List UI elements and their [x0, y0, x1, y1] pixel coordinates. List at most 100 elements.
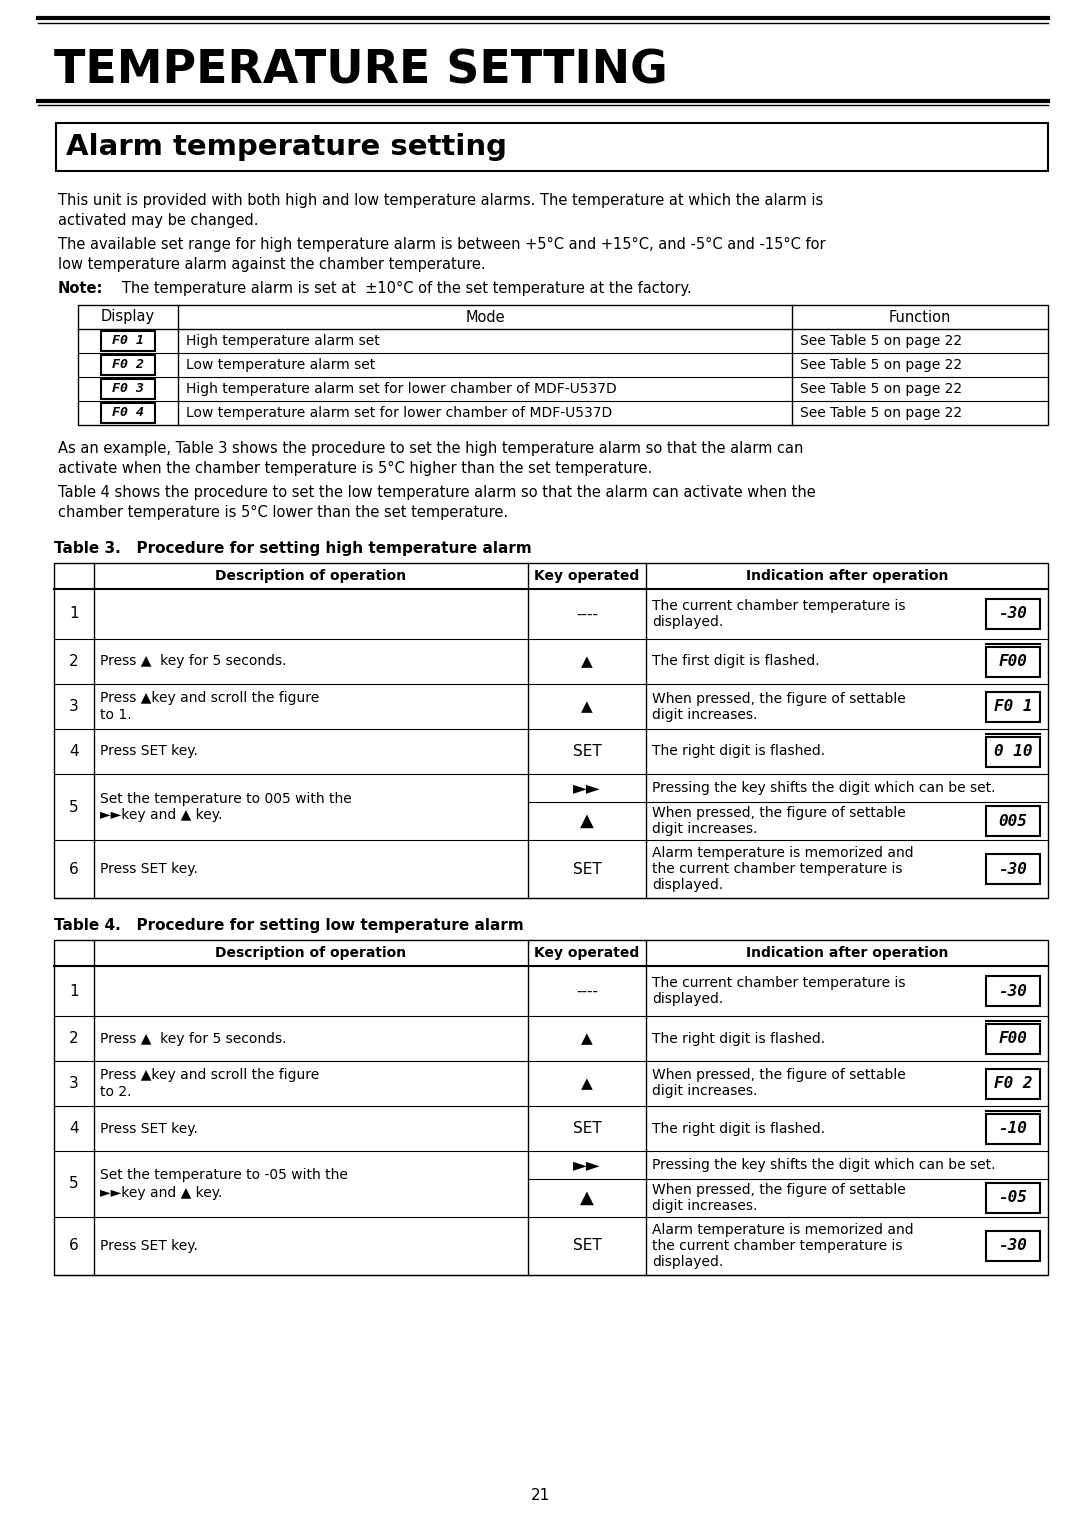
Text: -30: -30	[999, 984, 1027, 998]
Bar	[102, 379, 156, 399]
Text: Press ▲  key for 5 seconds.: Press ▲ key for 5 seconds.	[100, 654, 286, 669]
Text: 6: 6	[69, 1239, 79, 1253]
Text: Press SET key.: Press SET key.	[100, 744, 198, 758]
Text: Indication after operation: Indication after operation	[746, 946, 948, 960]
Text: ►►key and ▲ key.: ►►key and ▲ key.	[100, 808, 222, 822]
Text: Description of operation: Description of operation	[215, 568, 406, 584]
Text: 5: 5	[69, 799, 79, 814]
Text: 2: 2	[69, 1031, 79, 1047]
Text: 4: 4	[69, 1122, 79, 1135]
Text: Mode: Mode	[465, 310, 504, 324]
Text: Press SET key.: Press SET key.	[100, 862, 198, 876]
Text: See Table 5 on page 22: See Table 5 on page 22	[800, 358, 962, 371]
Text: The temperature alarm is set at  ±10°C of the set temperature at the factory.: The temperature alarm is set at ±10°C of…	[108, 281, 692, 296]
Text: F0 1: F0 1	[994, 698, 1032, 714]
Text: When pressed, the figure of settable: When pressed, the figure of settable	[652, 1183, 906, 1196]
Text: ►►key and ▲ key.: ►►key and ▲ key.	[100, 1186, 222, 1199]
Text: displayed.: displayed.	[652, 879, 724, 892]
Text: Set the temperature to -05 with the: Set the temperature to -05 with the	[100, 1169, 348, 1183]
Text: The right digit is flashed.: The right digit is flashed.	[652, 1031, 825, 1045]
Text: Press ▲key and scroll the figure: Press ▲key and scroll the figure	[100, 691, 320, 704]
Text: SET: SET	[572, 1122, 602, 1135]
Text: See Table 5 on page 22: See Table 5 on page 22	[800, 335, 962, 348]
Text: 21: 21	[530, 1488, 550, 1504]
Text: Press SET key.: Press SET key.	[100, 1239, 198, 1253]
Text: Pressing the key shifts the digit which can be set.: Pressing the key shifts the digit which …	[652, 781, 996, 795]
Text: 4: 4	[69, 744, 79, 759]
Text: -05: -05	[999, 1190, 1027, 1206]
Text: ►►: ►►	[573, 779, 600, 798]
Bar	[986, 1114, 1040, 1143]
Text: High temperature alarm set: High temperature alarm set	[186, 335, 380, 348]
Text: The current chamber temperature is: The current chamber temperature is	[652, 976, 905, 990]
Text: F0 3: F0 3	[112, 382, 144, 396]
Text: ----: ----	[576, 984, 598, 998]
Text: Description of operation: Description of operation	[215, 946, 406, 960]
Text: digit increases.: digit increases.	[652, 822, 757, 836]
Text: -30: -30	[999, 1239, 1027, 1253]
Text: Function: Function	[889, 310, 951, 324]
Bar	[56, 122, 1048, 171]
Text: F0 2: F0 2	[112, 359, 144, 371]
Text: The right digit is flashed.: The right digit is flashed.	[652, 744, 825, 758]
Text: Key operated: Key operated	[535, 568, 639, 584]
Text: activated may be changed.: activated may be changed.	[58, 212, 258, 228]
Text: Low temperature alarm set: Low temperature alarm set	[186, 358, 375, 371]
Text: ►►: ►►	[573, 1157, 600, 1174]
Text: When pressed, the figure of settable: When pressed, the figure of settable	[652, 1068, 906, 1082]
Text: TEMPERATURE SETTING: TEMPERATURE SETTING	[54, 49, 667, 93]
Text: F0 1: F0 1	[112, 335, 144, 347]
Text: SET: SET	[572, 1239, 602, 1253]
Text: Alarm temperature setting: Alarm temperature setting	[66, 133, 507, 160]
Text: Table 3.   Procedure for setting high temperature alarm: Table 3. Procedure for setting high temp…	[54, 541, 531, 556]
Text: ▲: ▲	[581, 698, 593, 714]
Text: Press ▲  key for 5 seconds.: Press ▲ key for 5 seconds.	[100, 1031, 286, 1045]
Text: Press SET key.: Press SET key.	[100, 1122, 198, 1135]
Text: The right digit is flashed.: The right digit is flashed.	[652, 1122, 825, 1135]
Text: Key operated: Key operated	[535, 946, 639, 960]
Text: 5: 5	[69, 1177, 79, 1192]
Bar	[78, 306, 1048, 425]
Bar	[102, 403, 156, 423]
Text: F0 2: F0 2	[994, 1076, 1032, 1091]
Text: 005: 005	[999, 813, 1027, 828]
Text: to 1.: to 1.	[100, 707, 132, 723]
Text: -30: -30	[999, 607, 1027, 622]
Text: SET: SET	[572, 744, 602, 759]
Bar	[54, 562, 1048, 898]
Text: low temperature alarm against the chamber temperature.: low temperature alarm against the chambe…	[58, 257, 486, 272]
Text: F0 4: F0 4	[112, 406, 144, 420]
Text: Table 4 shows the procedure to set the low temperature alarm so that the alarm c: Table 4 shows the procedure to set the l…	[58, 484, 815, 500]
Text: ▲: ▲	[580, 811, 594, 830]
Text: -30: -30	[999, 862, 1027, 877]
Text: 2: 2	[69, 654, 79, 669]
Text: -10: -10	[999, 1122, 1027, 1135]
Text: The available set range for high temperature alarm is between +5°C and +15°C, an: The available set range for high tempera…	[58, 237, 825, 252]
Bar	[986, 1024, 1040, 1053]
Text: chamber temperature is 5°C lower than the set temperature.: chamber temperature is 5°C lower than th…	[58, 504, 508, 520]
Text: When pressed, the figure of settable: When pressed, the figure of settable	[652, 692, 906, 706]
Text: digit increases.: digit increases.	[652, 1085, 757, 1099]
Text: to 2.: to 2.	[100, 1085, 132, 1099]
Text: F00: F00	[999, 654, 1027, 669]
Bar	[102, 354, 156, 374]
Text: This unit is provided with both high and low temperature alarms. The temperature: This unit is provided with both high and…	[58, 193, 823, 208]
Text: ▲: ▲	[581, 1076, 593, 1091]
Bar	[102, 332, 156, 351]
Text: displayed.: displayed.	[652, 992, 724, 1005]
Text: digit increases.: digit increases.	[652, 707, 757, 721]
Text: Table 4.   Procedure for setting low temperature alarm: Table 4. Procedure for setting low tempe…	[54, 918, 524, 934]
Text: Low temperature alarm set for lower chamber of MDF-U537D: Low temperature alarm set for lower cham…	[186, 406, 612, 420]
Text: displayed.: displayed.	[652, 1254, 724, 1268]
Bar	[986, 1068, 1040, 1099]
Text: Pressing the key shifts the digit which can be set.: Pressing the key shifts the digit which …	[652, 1158, 996, 1172]
Text: Indication after operation: Indication after operation	[746, 568, 948, 584]
Bar	[986, 692, 1040, 721]
Text: ▲: ▲	[580, 1189, 594, 1207]
Text: 0 10: 0 10	[994, 744, 1032, 759]
Bar	[986, 1232, 1040, 1261]
Text: SET: SET	[572, 862, 602, 877]
Bar	[986, 1183, 1040, 1213]
Text: Display: Display	[100, 310, 156, 324]
Text: High temperature alarm set for lower chamber of MDF-U537D: High temperature alarm set for lower cha…	[186, 382, 617, 396]
